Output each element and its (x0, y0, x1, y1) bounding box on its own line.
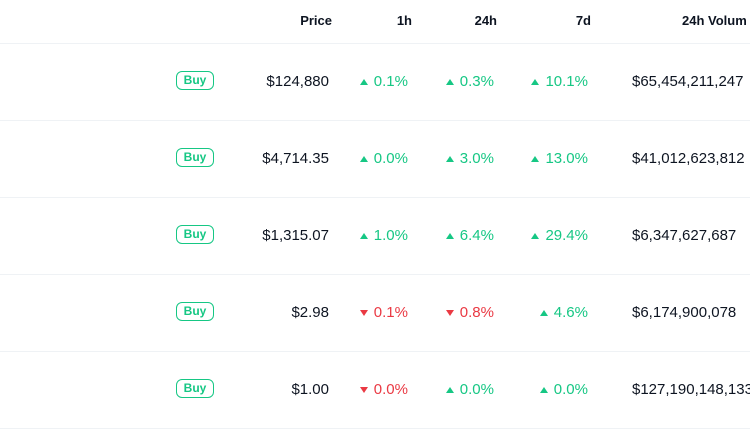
column-header-24h-volume[interactable]: 24h Volum (682, 13, 747, 28)
change-1h: 0.0% (359, 381, 408, 399)
caret-up-icon (445, 387, 454, 393)
caret-down-icon (359, 387, 368, 393)
buy-button[interactable]: Buy (176, 71, 214, 90)
caret-up-icon (445, 156, 454, 162)
column-header-7d[interactable]: 7d (575, 13, 591, 28)
volume-24h-value: $6,174,900,078 (632, 304, 737, 321)
change-7d: 10.1% (531, 73, 588, 91)
change-1h: 0.0% (359, 150, 408, 168)
column-header-1h[interactable]: 1h (396, 13, 412, 28)
volume-24h-value: $127,190,148,133 (632, 381, 750, 398)
price-value: $2.98 (291, 304, 329, 321)
change-7d: 4.6% (539, 304, 588, 322)
buy-button[interactable]: Buy (176, 148, 214, 167)
volume-24h-value: $41,012,623,812 (632, 150, 745, 167)
caret-down-icon (359, 310, 368, 316)
table-row[interactable]: Buy $4,714.35 0.0% 3.0% 13.0% $41,012,62… (0, 121, 750, 198)
change-1h: 0.1% (359, 73, 408, 91)
change-7d: 13.0% (531, 150, 588, 168)
caret-up-icon (539, 310, 548, 316)
change-24h: 0.0% (445, 381, 494, 399)
caret-up-icon (445, 233, 454, 239)
caret-up-icon (445, 79, 454, 85)
column-header-24h[interactable]: 24h (474, 13, 497, 28)
volume-24h-value: $65,454,211,247 (632, 73, 744, 90)
change-1h: 1.0% (359, 227, 408, 245)
change-24h: 0.3% (445, 73, 494, 91)
column-header-price[interactable]: Price (300, 13, 332, 28)
buy-button[interactable]: Buy (176, 379, 214, 398)
caret-up-icon (531, 79, 540, 85)
table-row[interactable]: Buy $124,880 0.1% 0.3% 10.1% $65,454,211… (0, 44, 750, 121)
table-row[interactable]: Buy $2.98 0.1% 0.8% 4.6% $6,174,900,078 (0, 275, 750, 352)
table-row[interactable]: Buy $1.00 0.0% 0.0% 0.0% $127,190,148,13… (0, 352, 750, 429)
buy-button[interactable]: Buy (176, 225, 214, 244)
caret-up-icon (359, 79, 368, 85)
change-7d: 0.0% (539, 381, 588, 399)
volume-24h-value: $6,347,627,687 (632, 227, 737, 244)
price-value: $124,880 (266, 73, 329, 90)
caret-up-icon (359, 156, 368, 162)
price-value: $4,714.35 (262, 150, 329, 167)
change-24h: 3.0% (445, 150, 494, 168)
caret-up-icon (531, 156, 540, 162)
change-7d: 29.4% (531, 227, 588, 245)
table-header: Price 1h 24h 7d 24h Volum (0, 0, 750, 44)
price-value: $1.00 (291, 381, 329, 398)
caret-down-icon (445, 310, 454, 316)
change-24h: 0.8% (445, 304, 494, 322)
change-24h: 6.4% (445, 227, 494, 245)
buy-button[interactable]: Buy (176, 302, 214, 321)
price-value: $1,315.07 (262, 227, 329, 244)
table-row[interactable]: Buy $1,315.07 1.0% 6.4% 29.4% $6,347,627… (0, 198, 750, 275)
change-1h: 0.1% (359, 304, 408, 322)
caret-up-icon (539, 387, 548, 393)
caret-up-icon (359, 233, 368, 239)
caret-up-icon (531, 233, 540, 239)
